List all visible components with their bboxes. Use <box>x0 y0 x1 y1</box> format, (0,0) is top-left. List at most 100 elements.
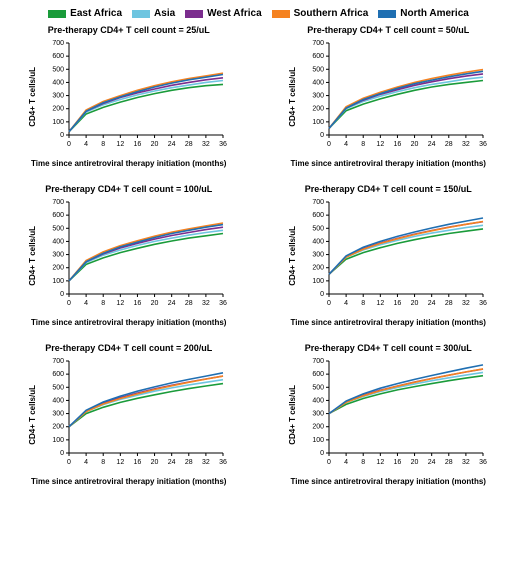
x-axis-label: Time since antiretroviral therapy initia… <box>31 318 226 327</box>
svg-text:12: 12 <box>117 141 125 148</box>
svg-text:600: 600 <box>53 53 65 60</box>
series-line <box>329 70 483 129</box>
svg-text:24: 24 <box>428 141 436 148</box>
svg-text:12: 12 <box>117 459 125 466</box>
series-line <box>69 227 223 281</box>
series-line <box>329 365 483 414</box>
x-axis-label: Time since antiretroviral therapy initia… <box>291 477 486 486</box>
legend-label: Asia <box>154 8 175 19</box>
x-axis-label: Time since antiretroviral therapy initia… <box>31 159 226 168</box>
svg-text:0: 0 <box>67 459 71 466</box>
chart-grid: Pre-therapy CD4+ T cell count = 25/uL CD4… <box>8 25 509 486</box>
svg-text:0: 0 <box>67 141 71 148</box>
svg-text:400: 400 <box>312 397 324 404</box>
svg-text:300: 300 <box>312 93 324 100</box>
svg-text:300: 300 <box>53 93 65 100</box>
svg-text:12: 12 <box>376 300 384 307</box>
chart-svg: 010020030040050060070004812162024283236 <box>39 37 229 157</box>
panel-title: Pre-therapy CD4+ T cell count = 150/uL <box>305 184 472 194</box>
chart-svg: 010020030040050060070004812162024283236 <box>299 37 489 157</box>
legend-item: North America <box>378 8 469 19</box>
svg-text:500: 500 <box>53 66 65 73</box>
svg-text:20: 20 <box>151 141 159 148</box>
svg-text:200: 200 <box>312 265 324 272</box>
svg-text:700: 700 <box>312 358 324 365</box>
svg-text:500: 500 <box>312 66 324 73</box>
svg-text:28: 28 <box>445 300 453 307</box>
svg-text:0: 0 <box>320 450 324 457</box>
chart-panel: Pre-therapy CD4+ T cell count = 200/uLCD… <box>8 343 250 486</box>
svg-text:20: 20 <box>410 300 418 307</box>
legend-label: East Africa <box>70 8 122 19</box>
svg-text:500: 500 <box>53 225 65 232</box>
svg-text:4: 4 <box>84 459 88 466</box>
svg-text:8: 8 <box>361 459 365 466</box>
svg-text:12: 12 <box>117 300 125 307</box>
series-line <box>329 74 483 128</box>
svg-text:400: 400 <box>312 238 324 245</box>
y-axis-label: CD4+ T cells/uL <box>288 385 297 445</box>
svg-text:36: 36 <box>219 459 227 466</box>
svg-text:100: 100 <box>53 278 65 285</box>
svg-text:700: 700 <box>312 40 324 47</box>
svg-text:20: 20 <box>410 141 418 148</box>
svg-text:32: 32 <box>202 141 210 148</box>
series-line <box>69 384 223 427</box>
series-line <box>329 222 483 275</box>
legend-label: Southern Africa <box>294 8 369 19</box>
chart-row: CD4+ T cells/uL0100200300400500600700048… <box>288 355 489 475</box>
series-line <box>329 218 483 274</box>
svg-text:36: 36 <box>479 459 487 466</box>
svg-text:600: 600 <box>53 212 65 219</box>
chart-svg: 010020030040050060070004812162024283236 <box>39 196 229 316</box>
legend-swatch <box>378 10 396 18</box>
x-axis-label: Time since antiretroviral therapy initia… <box>291 318 486 327</box>
svg-text:400: 400 <box>312 79 324 86</box>
panel-title: Pre-therapy CD4+ T cell count = 25/uL <box>48 25 210 35</box>
y-axis-label: CD4+ T cells/uL <box>28 226 37 286</box>
x-axis-label: Time since antiretroviral therapy initia… <box>291 159 486 168</box>
svg-text:8: 8 <box>102 459 106 466</box>
series-line <box>69 223 223 281</box>
svg-text:0: 0 <box>327 300 331 307</box>
svg-text:100: 100 <box>312 437 324 444</box>
svg-text:700: 700 <box>312 199 324 206</box>
svg-text:16: 16 <box>393 459 401 466</box>
svg-text:200: 200 <box>53 106 65 113</box>
svg-text:4: 4 <box>344 459 348 466</box>
svg-text:32: 32 <box>202 300 210 307</box>
svg-text:16: 16 <box>393 300 401 307</box>
chart-row: CD4+ T cells/uL0100200300400500600700048… <box>28 355 229 475</box>
chart-svg: 010020030040050060070004812162024283236 <box>299 355 489 475</box>
svg-text:24: 24 <box>168 300 176 307</box>
svg-text:28: 28 <box>185 300 193 307</box>
svg-text:32: 32 <box>462 300 470 307</box>
svg-text:0: 0 <box>327 141 331 148</box>
svg-text:300: 300 <box>312 252 324 259</box>
svg-text:32: 32 <box>202 459 210 466</box>
svg-text:16: 16 <box>393 141 401 148</box>
svg-text:600: 600 <box>53 371 65 378</box>
svg-text:32: 32 <box>462 141 470 148</box>
svg-text:200: 200 <box>312 106 324 113</box>
svg-text:0: 0 <box>60 291 64 298</box>
svg-text:500: 500 <box>312 225 324 232</box>
legend-swatch <box>185 10 203 18</box>
svg-text:24: 24 <box>428 300 436 307</box>
legend-label: West Africa <box>207 8 261 19</box>
svg-text:600: 600 <box>312 371 324 378</box>
legend-item: Asia <box>132 8 175 19</box>
svg-text:300: 300 <box>53 252 65 259</box>
svg-text:8: 8 <box>102 141 106 148</box>
svg-text:0: 0 <box>327 459 331 466</box>
svg-text:100: 100 <box>53 437 65 444</box>
svg-text:12: 12 <box>376 459 384 466</box>
legend: East Africa Asia West Africa Southern Afric… <box>8 8 509 19</box>
svg-text:200: 200 <box>312 424 324 431</box>
svg-text:24: 24 <box>168 141 176 148</box>
svg-text:24: 24 <box>168 459 176 466</box>
svg-text:700: 700 <box>53 358 65 365</box>
svg-text:20: 20 <box>151 459 159 466</box>
svg-text:100: 100 <box>312 278 324 285</box>
svg-text:28: 28 <box>185 141 193 148</box>
